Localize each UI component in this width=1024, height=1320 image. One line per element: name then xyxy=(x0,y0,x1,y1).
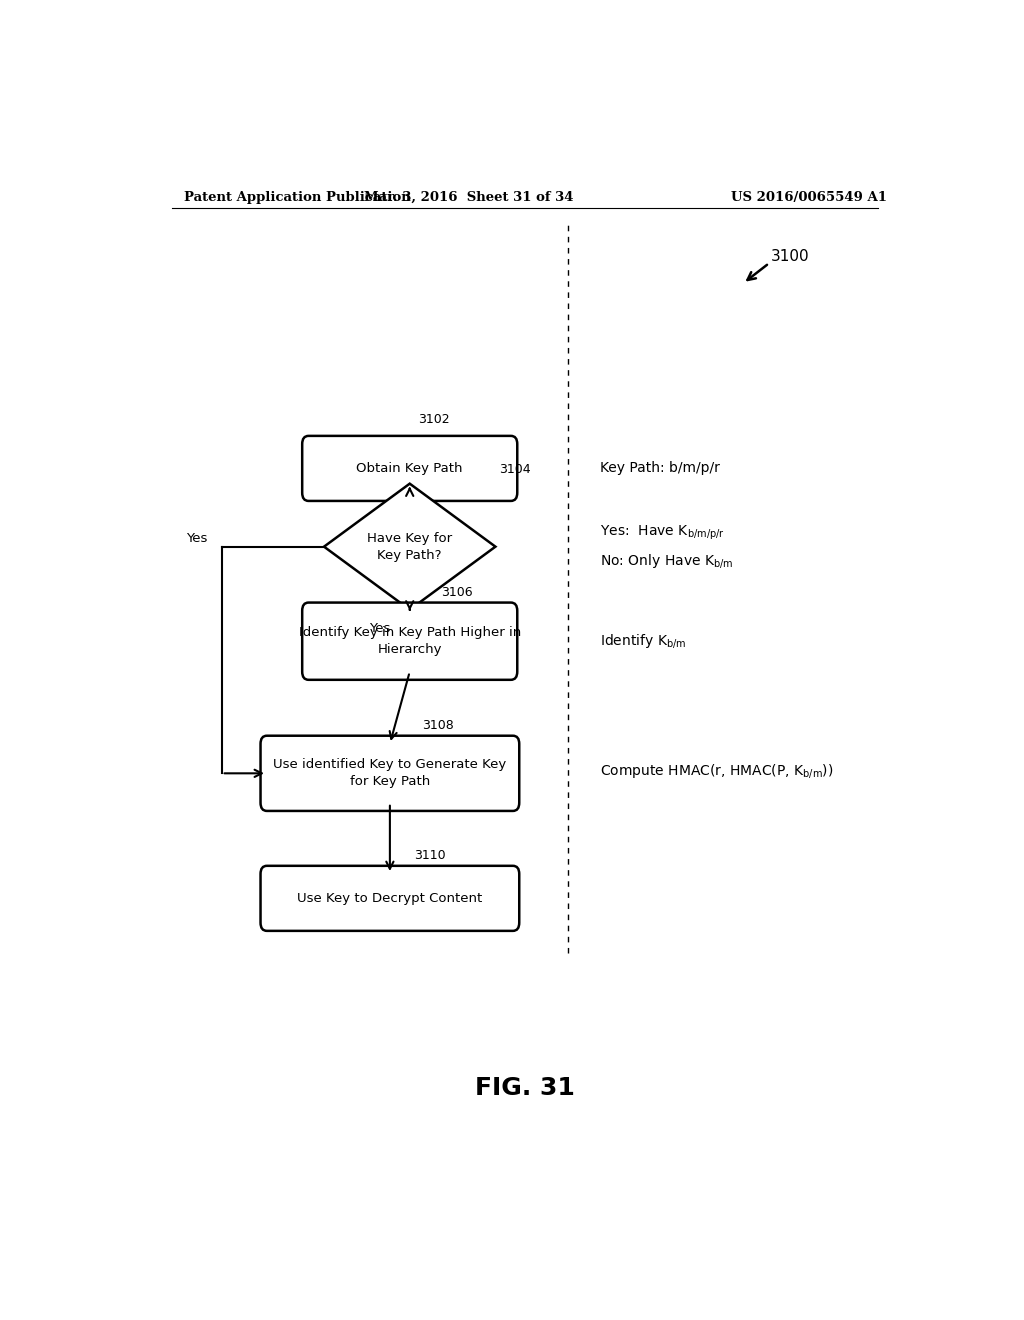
Text: 3106: 3106 xyxy=(441,586,473,598)
Text: Patent Application Publication: Patent Application Publication xyxy=(183,190,411,203)
Text: Have Key for
Key Path?: Have Key for Key Path? xyxy=(368,532,453,562)
FancyBboxPatch shape xyxy=(260,866,519,931)
Text: Yes: Yes xyxy=(186,532,207,545)
Text: 3110: 3110 xyxy=(414,849,445,862)
Text: 3100: 3100 xyxy=(771,249,809,264)
Text: Obtain Key Path: Obtain Key Path xyxy=(356,462,463,475)
FancyBboxPatch shape xyxy=(302,436,517,500)
Text: US 2016/0065549 A1: US 2016/0065549 A1 xyxy=(731,190,887,203)
Text: 3102: 3102 xyxy=(418,413,450,426)
Text: Use Key to Decrypt Content: Use Key to Decrypt Content xyxy=(297,892,482,904)
Text: Mar. 3, 2016  Sheet 31 of 34: Mar. 3, 2016 Sheet 31 of 34 xyxy=(365,190,574,203)
Polygon shape xyxy=(324,483,496,610)
Text: FIG. 31: FIG. 31 xyxy=(475,1076,574,1101)
FancyBboxPatch shape xyxy=(260,735,519,810)
Text: Compute HMAC(r, HMAC(P, $\mathregular{K_{b/m}}$)): Compute HMAC(r, HMAC(P, $\mathregular{K_… xyxy=(600,762,834,780)
Text: Yes:  Have $\mathregular{K_{b/m/p/r}}$: Yes: Have $\mathregular{K_{b/m/p/r}}$ xyxy=(600,523,725,541)
Text: No: Only Have $\mathregular{K_{b/m}}$: No: Only Have $\mathregular{K_{b/m}}$ xyxy=(600,552,734,570)
Text: 3108: 3108 xyxy=(422,718,454,731)
Text: Identify Key in Key Path Higher in
Hierarchy: Identify Key in Key Path Higher in Hiera… xyxy=(299,626,521,656)
Text: Key Path: b/m/p/r: Key Path: b/m/p/r xyxy=(600,462,720,475)
Text: 3104: 3104 xyxy=(500,462,531,475)
Text: Use identified Key to Generate Key
for Key Path: Use identified Key to Generate Key for K… xyxy=(273,758,507,788)
FancyBboxPatch shape xyxy=(302,602,517,680)
Text: Yes: Yes xyxy=(369,622,390,635)
Text: Identify $\mathregular{K_{b/m}}$: Identify $\mathregular{K_{b/m}}$ xyxy=(600,632,687,651)
